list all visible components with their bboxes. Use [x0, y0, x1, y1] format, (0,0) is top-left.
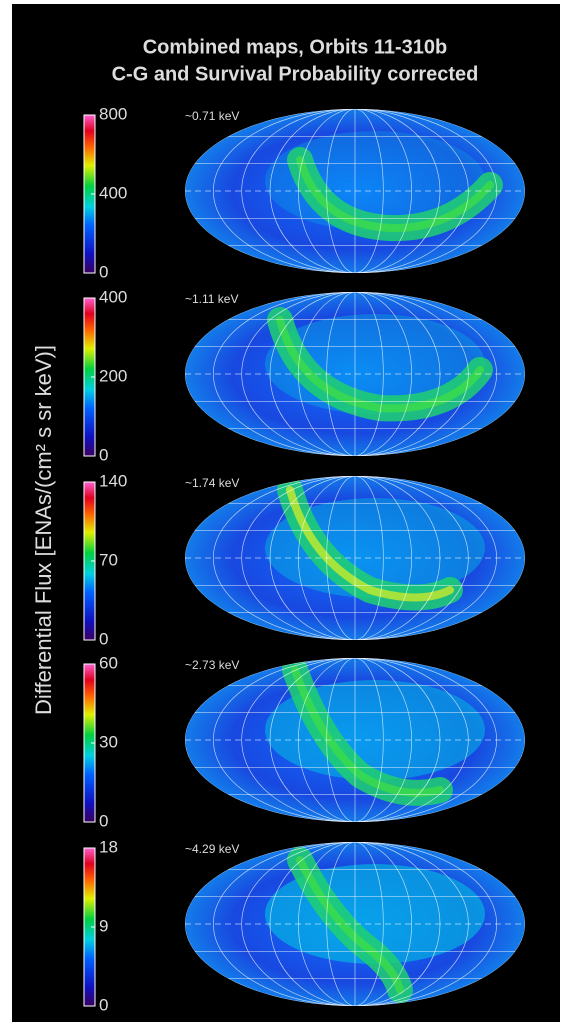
sky-map	[185, 476, 525, 640]
title-line: Combined maps, Orbits 11-310b	[143, 36, 448, 58]
colorbar-tick-label: 800	[99, 104, 127, 123]
colorbar-tick-label: 70	[99, 550, 118, 569]
colorbar-tick-label: 30	[99, 732, 118, 751]
colorbar-tick-label: 400	[99, 287, 127, 306]
colorbar-tick-label: 200	[99, 366, 127, 385]
energy-label: ~0.71 keV	[185, 109, 239, 123]
energy-label: ~2.73 keV	[185, 658, 239, 672]
colorbar-tick-label: 140	[99, 471, 127, 490]
colorbar-tick-label: 400	[99, 183, 127, 202]
sky-map	[185, 658, 525, 822]
energy-label: ~4.29 keV	[185, 842, 239, 856]
colorbar-tick-label: 18	[99, 837, 118, 856]
energy-label: ~1.74 keV	[185, 476, 239, 490]
title-line: C-G and Survival Probability corrected	[112, 63, 479, 85]
colorbar-tick-label: 9	[99, 916, 108, 935]
colorbar-tick-label: 60	[99, 653, 118, 672]
sky-map	[185, 109, 525, 273]
colorbar-tick-label: 0	[99, 445, 108, 464]
sky-map	[185, 292, 525, 456]
colorbar-tick-label: 0	[99, 995, 108, 1014]
colorbar-label: Differential Flux [ENAs/(cm² s sr keV)]	[31, 345, 56, 715]
figure: Combined maps, Orbits 11-310b C-G and Su…	[0, 0, 571, 1026]
colorbar-tick-label: 0	[99, 262, 108, 281]
colorbar-tick-label: 0	[99, 811, 108, 830]
energy-label: ~1.11 keV	[185, 292, 238, 306]
colorbar-tick-label: 0	[99, 629, 108, 648]
sky-map	[185, 842, 525, 1006]
